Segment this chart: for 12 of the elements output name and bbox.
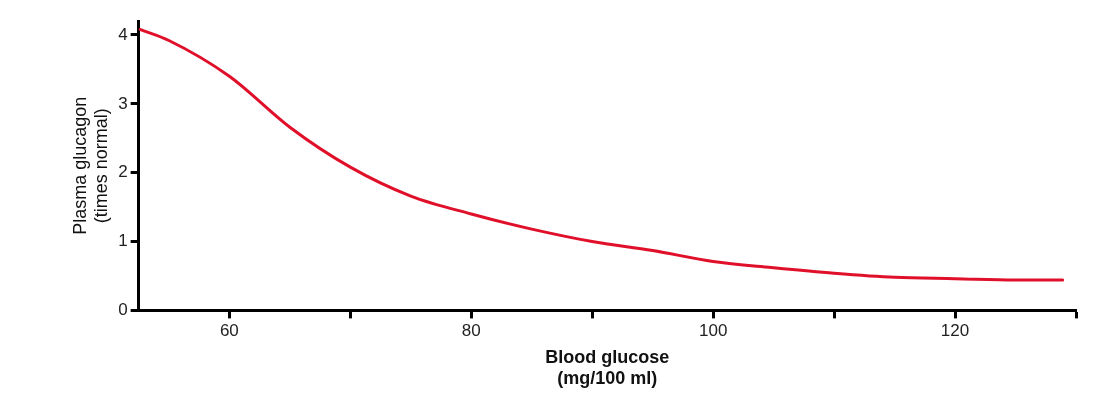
y-tick-label: 1 bbox=[118, 231, 128, 251]
x-tick-label: 100 bbox=[698, 321, 728, 341]
line-series bbox=[138, 27, 1065, 282]
y-tick-label: 4 bbox=[118, 24, 128, 44]
y-tick-label: 2 bbox=[118, 162, 128, 182]
x-tick-label: 120 bbox=[940, 321, 970, 341]
y-tick-label: 3 bbox=[118, 93, 128, 113]
x-tick-label: 60 bbox=[219, 321, 239, 341]
x-tick-label: 80 bbox=[461, 321, 481, 341]
y-tick-label: 0 bbox=[118, 300, 128, 320]
y-axis-title: Plasma glucagon (times normal) bbox=[69, 96, 112, 235]
x-axis-title: Blood glucose (mg/100 ml) bbox=[545, 346, 670, 389]
